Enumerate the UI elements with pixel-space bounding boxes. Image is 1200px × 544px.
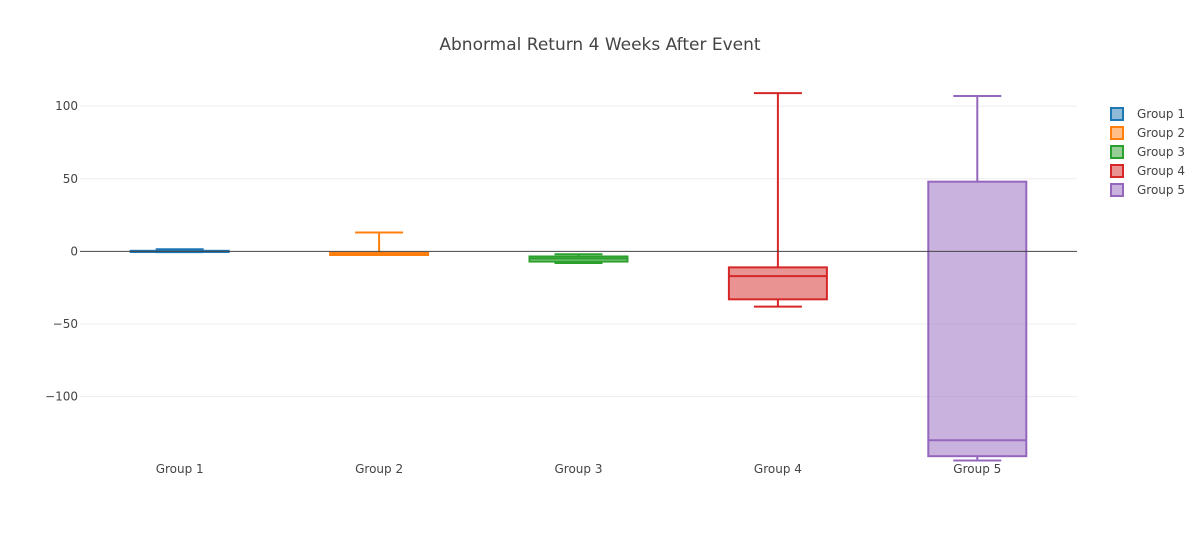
- box-5[interactable]: [927, 94, 1028, 462]
- legend-swatch: [1110, 183, 1124, 197]
- legend-label: Group 4: [1137, 164, 1185, 178]
- legend-item-1[interactable]: Group 1: [1110, 107, 1185, 121]
- box-2[interactable]: [329, 231, 430, 257]
- axis-layer: 100 50 0 −50 −100 Group 1 Group 2 Group 3 Group …: [45, 99, 1077, 476]
- legend-swatch: [1110, 126, 1124, 140]
- legend-item-4[interactable]: Group 4: [1110, 164, 1185, 178]
- legend-label: Group 2: [1137, 126, 1185, 140]
- legend-label: Group 1: [1137, 107, 1185, 121]
- chart-title: Abnormal Return 4 Weeks After Event: [439, 35, 761, 55]
- grid-layer: [80, 105, 1077, 398]
- box-layer: [129, 92, 1028, 462]
- y-tick-label: −100: [45, 390, 78, 404]
- legend-swatch: [1110, 145, 1124, 159]
- box-body: [727, 266, 828, 301]
- x-tick-label: Group 4: [754, 462, 802, 476]
- legend-item-5[interactable]: Group 5: [1110, 183, 1185, 197]
- y-tick-label: 0: [70, 244, 78, 258]
- legend[interactable]: Group 1 Group 2 Group 3 Group 4 Group 5: [1110, 107, 1185, 197]
- y-tick-label: 50: [63, 172, 78, 186]
- legend-label: Group 5: [1137, 183, 1185, 197]
- legend-item-3[interactable]: Group 3: [1110, 145, 1185, 159]
- legend-label: Group 3: [1137, 145, 1185, 159]
- legend-swatch: [1110, 107, 1124, 121]
- legend-item-2[interactable]: Group 2: [1110, 126, 1185, 140]
- y-tick-label: −50: [53, 317, 78, 331]
- box-3[interactable]: [528, 253, 629, 265]
- x-tick-label: Group 2: [355, 462, 403, 476]
- x-tick-label: Group 3: [555, 462, 603, 476]
- legend-swatch: [1110, 164, 1124, 178]
- box-4[interactable]: [727, 92, 828, 308]
- x-tick-label: Group 5: [953, 462, 1001, 476]
- y-tick-label: 100: [55, 99, 78, 113]
- box-body: [927, 180, 1028, 458]
- x-tick-label: Group 1: [156, 462, 204, 476]
